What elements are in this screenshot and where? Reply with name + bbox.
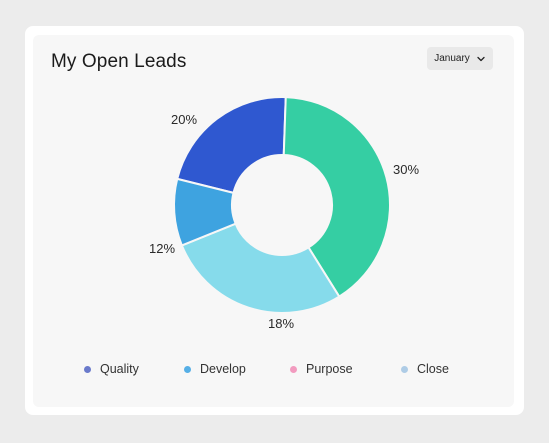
donut-slice-close[interactable] [173,177,237,247]
donut-chart [173,96,391,314]
slice-label-quality: 20% [171,112,198,127]
open-leads-widget: My Open Leads January 20% 30% 18% 12% Qu… [33,35,514,407]
slice-label-purpose: 18% [268,316,295,331]
slice-label-develop: 30% [393,162,420,177]
legend-dot-quality [84,365,91,373]
legend-item-purpose[interactable]: Purpose [290,362,353,376]
legend-item-develop[interactable]: Develop [184,362,246,376]
month-dropdown[interactable]: January [427,47,493,70]
donut-slice-develop[interactable] [282,96,391,298]
legend-item-close[interactable]: Close [401,362,449,376]
legend-label-purpose: Purpose [306,362,353,376]
donut-slice-purpose[interactable] [180,222,341,314]
donut-slice-quality[interactable] [176,96,287,194]
legend-label-close: Close [417,362,449,376]
chart-legend: Quality Develop Purpose Close [33,362,514,380]
legend-dot-develop [184,365,191,373]
widget-title: My Open Leads [51,51,187,72]
month-dropdown-value: January [434,53,470,64]
slice-label-close: 12% [149,241,176,256]
legend-dot-purpose [290,365,297,373]
legend-label-quality: Quality [100,362,139,376]
chevron-down-icon [476,54,486,64]
legend-item-quality[interactable]: Quality [84,362,139,376]
legend-dot-close [401,365,408,373]
legend-label-develop: Develop [200,362,246,376]
